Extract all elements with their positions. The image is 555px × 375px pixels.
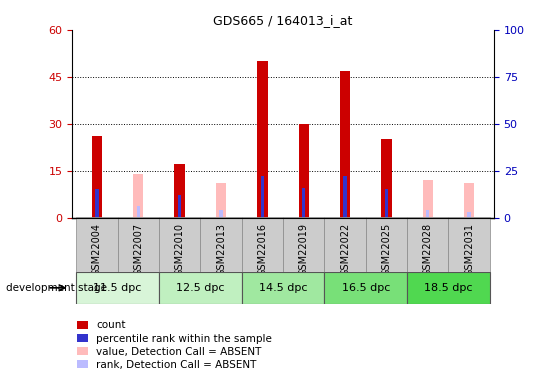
- Bar: [118, 217, 159, 274]
- Bar: [283, 217, 325, 274]
- Bar: [448, 217, 490, 274]
- Text: GSM22004: GSM22004: [92, 223, 102, 276]
- Text: development stage: development stage: [6, 283, 107, 293]
- Bar: [407, 272, 490, 304]
- Bar: [219, 210, 223, 218]
- Bar: [200, 217, 241, 274]
- Bar: [407, 217, 448, 274]
- Bar: [76, 272, 159, 304]
- Bar: [257, 61, 268, 217]
- Bar: [159, 272, 241, 304]
- Bar: [216, 183, 226, 218]
- Text: GSM22019: GSM22019: [299, 223, 309, 276]
- Bar: [344, 176, 347, 218]
- Bar: [178, 195, 181, 217]
- Bar: [366, 217, 407, 274]
- Bar: [325, 272, 407, 304]
- Text: 14.5 dpc: 14.5 dpc: [259, 283, 307, 293]
- Bar: [137, 206, 140, 218]
- Bar: [302, 188, 305, 218]
- Bar: [340, 70, 350, 217]
- Text: 11.5 dpc: 11.5 dpc: [93, 283, 142, 293]
- Bar: [422, 180, 433, 218]
- Bar: [241, 272, 325, 304]
- Bar: [426, 210, 430, 218]
- Legend: count, percentile rank within the sample, value, Detection Call = ABSENT, rank, : count, percentile rank within the sample…: [77, 320, 272, 370]
- Bar: [174, 164, 185, 218]
- Bar: [385, 189, 388, 217]
- Bar: [381, 140, 392, 218]
- Text: GSM22007: GSM22007: [133, 223, 143, 276]
- Bar: [299, 124, 309, 218]
- Bar: [325, 217, 366, 274]
- Text: 16.5 dpc: 16.5 dpc: [341, 283, 390, 293]
- Text: GSM22025: GSM22025: [381, 223, 391, 276]
- Text: GSM22010: GSM22010: [175, 223, 185, 276]
- Text: 12.5 dpc: 12.5 dpc: [176, 283, 225, 293]
- Bar: [464, 183, 475, 218]
- Bar: [76, 217, 118, 274]
- Text: GSM22028: GSM22028: [423, 223, 433, 276]
- Text: 18.5 dpc: 18.5 dpc: [424, 283, 473, 293]
- Bar: [467, 212, 471, 217]
- Title: GDS665 / 164013_i_at: GDS665 / 164013_i_at: [213, 15, 353, 27]
- Text: GSM22013: GSM22013: [216, 223, 226, 276]
- Bar: [261, 176, 264, 218]
- Text: GSM22022: GSM22022: [340, 223, 350, 276]
- Bar: [159, 217, 200, 274]
- Text: GSM22031: GSM22031: [464, 223, 474, 276]
- Bar: [92, 136, 102, 218]
- Text: GSM22016: GSM22016: [258, 223, 268, 276]
- Bar: [133, 174, 144, 217]
- Bar: [241, 217, 283, 274]
- Bar: [95, 189, 99, 217]
